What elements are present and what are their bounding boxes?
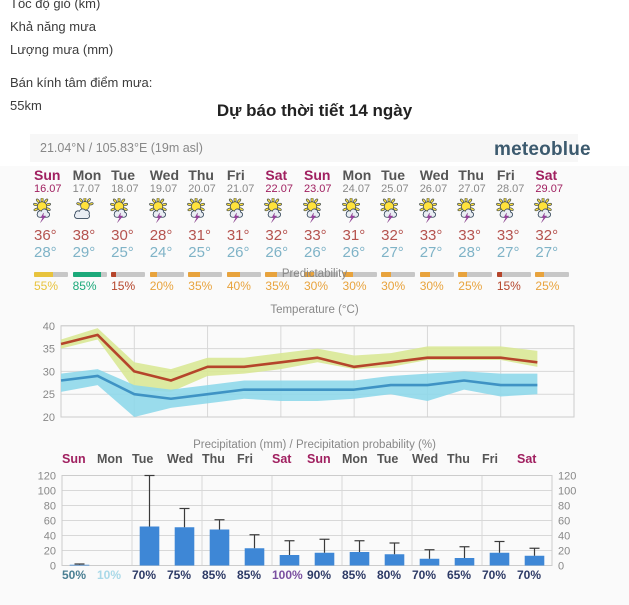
svg-text:80: 80: [558, 501, 570, 513]
svg-text:60: 60: [44, 516, 56, 528]
svg-text:100: 100: [558, 486, 576, 498]
svg-text:20: 20: [558, 546, 570, 558]
svg-text:20: 20: [43, 412, 55, 424]
svg-text:100: 100: [38, 486, 56, 498]
svg-text:80: 80: [44, 501, 56, 513]
svg-text:60: 60: [558, 516, 570, 528]
svg-text:120: 120: [558, 471, 576, 483]
svg-text:35: 35: [43, 344, 55, 356]
svg-text:40: 40: [558, 531, 570, 543]
svg-text:0: 0: [50, 561, 56, 573]
svg-text:40: 40: [43, 321, 55, 333]
svg-text:120: 120: [38, 471, 56, 483]
svg-text:30: 30: [43, 366, 55, 378]
svg-text:25: 25: [43, 389, 55, 401]
svg-text:20: 20: [44, 546, 56, 558]
svg-text:0: 0: [558, 561, 564, 573]
svg-text:40: 40: [44, 531, 56, 543]
